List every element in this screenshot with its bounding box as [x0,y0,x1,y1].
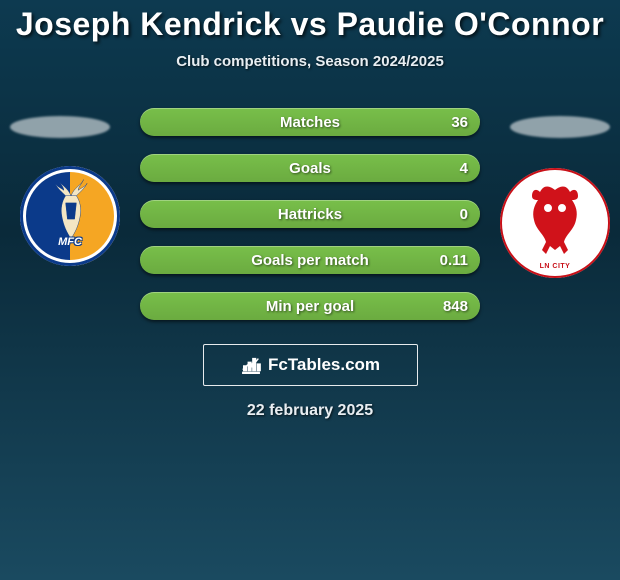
stat-right-value: 36 [451,114,468,131]
left-club-badge: MFC [20,166,120,266]
stat-row-matches: Matches 36 [140,108,480,136]
decorative-ellipse-right [510,116,610,138]
stat-label: Goals per match [251,252,369,269]
stat-label: Matches [280,114,340,131]
stat-row-goals-per-match: Goals per match 0.11 [140,246,480,274]
imp-icon [520,184,590,262]
stat-label: Goals [289,160,331,177]
stat-label: Hattricks [278,206,342,223]
brand-label: FcTables.com [268,355,380,375]
footer-date: 22 february 2025 [0,402,620,420]
brand-button[interactable]: FcTables.com [203,344,418,386]
right-club-badge: LN CITY [500,168,600,268]
stat-row-hattricks: Hattricks 0 [140,200,480,228]
lincoln-crest: LN CITY [500,168,610,278]
stat-right-value: 848 [443,298,468,315]
stats-column: Matches 36 Goals 4 Hattricks 0 Goals per… [140,108,480,320]
mansfield-short-label: MFC [58,236,82,248]
lincoln-arc-text: LN CITY [540,263,571,270]
stat-right-value: 0 [460,206,468,223]
page-subtitle: Club competitions, Season 2024/2025 [0,53,620,70]
comparison-area: MFC LN CITY Matches 36 Goals 4 Hattricks… [0,108,620,328]
page-title: Joseph Kendrick vs Paudie O'Connor [0,0,620,43]
stat-right-value: 4 [460,160,468,177]
stat-label: Min per goal [266,298,354,315]
bar-chart-icon [240,354,262,376]
decorative-ellipse-left [10,116,110,138]
stat-row-goals: Goals 4 [140,154,480,182]
stat-row-min-per-goal: Min per goal 848 [140,292,480,320]
mansfield-crest: MFC [20,166,120,266]
stat-right-value: 0.11 [440,252,468,269]
